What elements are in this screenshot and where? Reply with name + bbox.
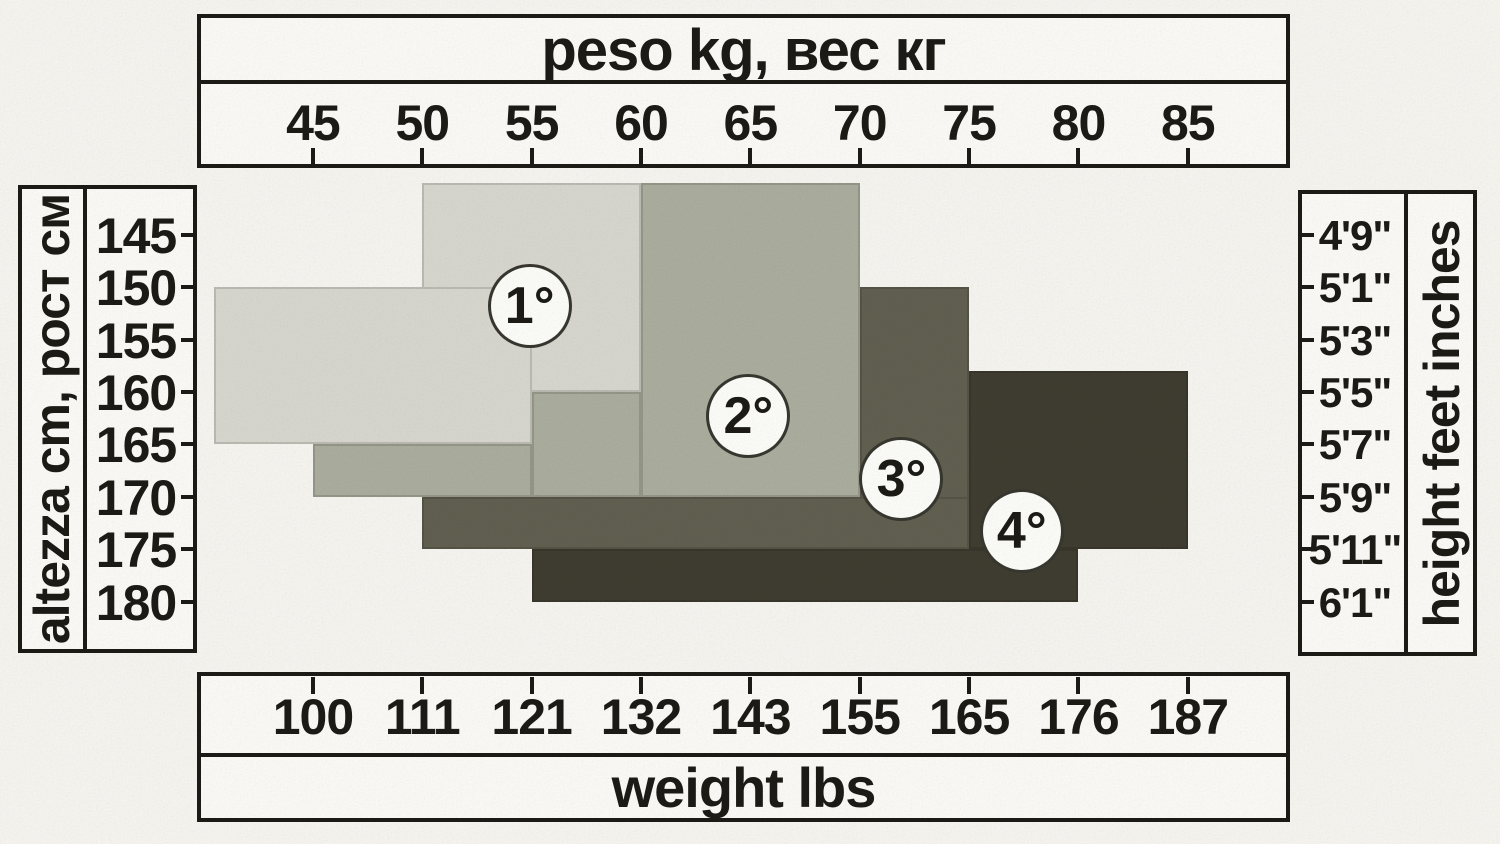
- left-axis-tick-label: 150: [95, 260, 177, 317]
- bottom-axis-tick-label: 187: [1147, 689, 1229, 745]
- left-axis-tick-label: 145: [95, 207, 177, 264]
- left-axis-tick-label: 175: [95, 522, 177, 579]
- top-axis-tick-label: 45: [286, 95, 341, 151]
- left-axis-tick-label: 155: [95, 312, 177, 369]
- left-axis-tick-label: 180: [95, 574, 177, 631]
- bottom-axis-tick-label: 100: [272, 689, 354, 745]
- top-axis-tick-label: 80: [1051, 95, 1107, 151]
- size-region-2: [531, 392, 641, 497]
- right-axis-tick-label: 6'1": [1318, 578, 1393, 626]
- right-axis-divider: [1404, 194, 1408, 652]
- left-axis-tick-label: 165: [95, 417, 177, 474]
- top-axis-tick-label: 55: [504, 95, 560, 151]
- right-axis-title: height feet inches: [1414, 220, 1470, 628]
- size-region-2: [312, 444, 532, 497]
- size-region-1: [214, 287, 532, 445]
- size-region-label-4: 4°: [979, 489, 1064, 574]
- right-axis-tick-label: 5'3": [1318, 316, 1393, 364]
- bottom-axis-tick-label: 132: [600, 689, 682, 745]
- top-axis-tick-label: 60: [614, 95, 669, 151]
- size-region-label-2: 2°: [706, 374, 791, 459]
- size-region-label-3: 3°: [859, 437, 944, 522]
- right-axis-tick-label: 5'9": [1318, 473, 1393, 521]
- bottom-axis-tick-label: 143: [710, 689, 791, 745]
- bottom-axis-tick-label: 111: [384, 689, 461, 745]
- top-axis-title: peso kg, вес кг: [541, 18, 946, 83]
- right-axis-tick-label: 5'1": [1318, 264, 1393, 312]
- right-axis-tick-label: 5'7": [1318, 421, 1393, 469]
- bottom-axis-tick-label: 176: [1038, 689, 1119, 745]
- left-axis-tick-label: 160: [95, 365, 177, 422]
- top-axis-tick-label: 65: [723, 95, 779, 151]
- left-axis-tick-label: 170: [95, 469, 177, 526]
- right-axis-tick-label: 4'9": [1318, 211, 1393, 259]
- top-axis-tick-label: 75: [942, 95, 997, 151]
- left-axis-title: altezza cm, рост см: [24, 193, 80, 645]
- top-axis-tick-label: 85: [1161, 95, 1216, 151]
- bottom-axis-tick-label: 165: [928, 689, 1010, 745]
- right-axis-tick-label: 5'11": [1308, 526, 1403, 574]
- top-axis-divider: [201, 80, 1286, 84]
- top-axis-tick-label: 70: [832, 95, 888, 151]
- bottom-axis-tick-label: 121: [491, 689, 572, 745]
- bottom-axis-tick-label: 155: [819, 689, 901, 745]
- size-region-label-1: 1°: [487, 264, 572, 349]
- bottom-axis-title: weight lbs: [611, 756, 877, 819]
- right-axis-tick-label: 5'5": [1318, 369, 1393, 417]
- top-axis-tick-label: 50: [395, 95, 450, 151]
